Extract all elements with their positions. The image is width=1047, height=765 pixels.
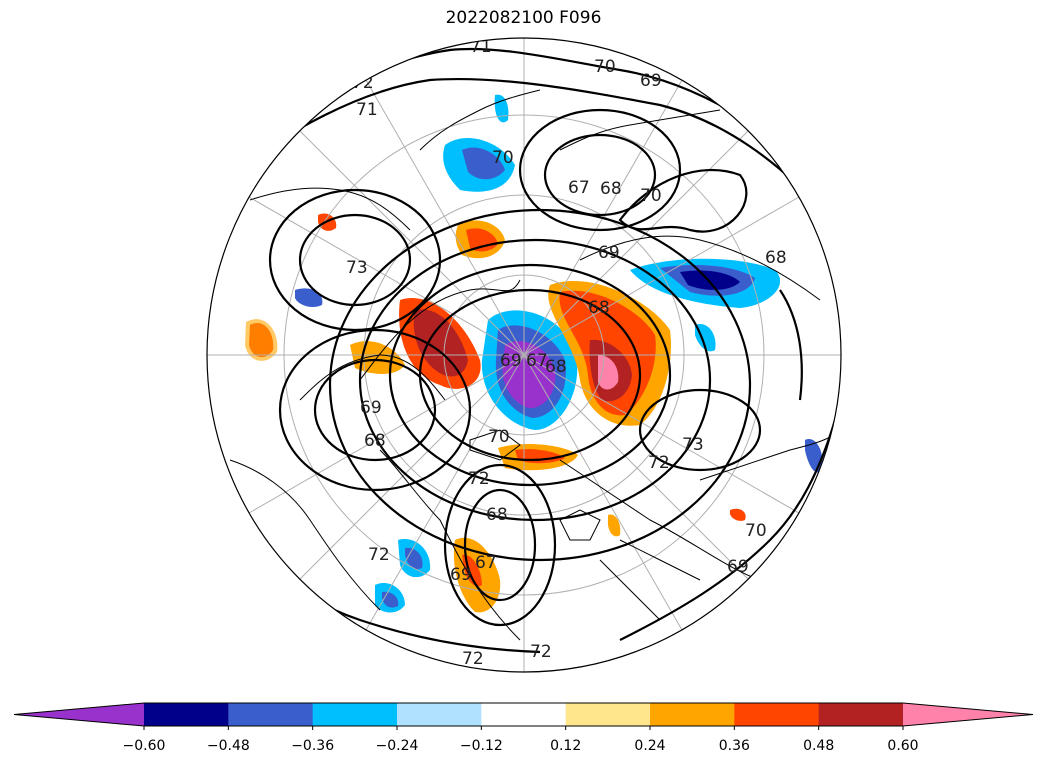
map-title: 2022082100 F096 xyxy=(445,8,602,28)
contour-label: 70 xyxy=(745,521,767,541)
contour-label: 68 xyxy=(545,357,567,377)
contour-label: 72 xyxy=(468,469,490,489)
colorbar-box xyxy=(312,703,398,726)
colorbar-tick-label: 0.24 xyxy=(634,738,665,754)
contour-label: 67 xyxy=(475,553,497,573)
contour-labels: 71 72 71 70 69 70 67 68 70 69 68 73 68 6… xyxy=(346,37,787,669)
colorbar-box xyxy=(481,703,567,726)
colorbar-box xyxy=(565,703,651,726)
anomaly-pos-pacific-fringe xyxy=(245,319,278,361)
colorbar-tick-label: 0.48 xyxy=(803,738,834,754)
contour-label: 68 xyxy=(486,505,508,525)
anomaly-neg-center-max xyxy=(502,341,556,409)
contour-label: 73 xyxy=(346,258,368,278)
colorbar-box xyxy=(144,703,229,726)
height-contours xyxy=(209,47,837,654)
colorbar-tick-label: −0.12 xyxy=(460,738,503,754)
contour-label: 69 xyxy=(500,351,522,371)
colorbar-tick-label: 0.12 xyxy=(550,738,581,754)
contour-label: 72 xyxy=(530,642,552,662)
contour-label: 69 xyxy=(360,398,382,418)
anomaly-neg-nw xyxy=(295,288,323,308)
anomaly-pos-europe xyxy=(607,514,621,537)
colorbar-tick-label: 0.36 xyxy=(719,738,750,754)
contour-label: 70 xyxy=(640,186,662,206)
colorbar-segments xyxy=(13,702,1034,727)
contour-label: 72 xyxy=(368,545,390,565)
anomaly-pos-mideast xyxy=(730,508,746,521)
contour-label: 68 xyxy=(588,298,610,318)
contour-label: 70 xyxy=(488,427,510,447)
contour-label: 69 xyxy=(450,565,472,585)
contour-label: 68 xyxy=(364,431,386,451)
anomaly-neg-east-max xyxy=(680,270,740,290)
colorbar-box xyxy=(734,703,820,726)
colorbar-box xyxy=(228,703,314,726)
coastlines xyxy=(229,89,841,641)
contour-label: 68 xyxy=(600,179,622,199)
colorbar-tick-label: −0.48 xyxy=(207,738,250,754)
colorbar-box xyxy=(818,703,904,726)
colorbar-tick-label: −0.60 xyxy=(123,738,166,754)
colorbar-tick-label: 0.60 xyxy=(887,738,918,754)
contour-label: 69 xyxy=(640,71,662,91)
colorbar-extend-max xyxy=(903,703,1033,726)
colorbar-ticks: −0.60 −0.48 −0.36 −0.24 −0.12 0.12 0.24 0.36 0.4… xyxy=(123,726,919,754)
map-boundary xyxy=(206,37,842,673)
contour-label: 68 xyxy=(765,248,787,268)
contour-label: 67 xyxy=(526,351,548,371)
contour-label: 69 xyxy=(598,243,620,263)
colorbar-extend-min xyxy=(14,703,144,726)
contour-label: 67 xyxy=(568,178,590,198)
contour-label: 71 xyxy=(356,100,378,120)
contour-label: 69 xyxy=(727,557,749,577)
colorbar-box xyxy=(397,703,482,726)
contour-label: 70 xyxy=(594,57,616,77)
anomaly-neg-atlantic-core xyxy=(405,547,423,570)
anomaly-neg-east-mid xyxy=(695,324,716,352)
contour-label: 72 xyxy=(648,453,670,473)
colorbar-tick-label: −0.36 xyxy=(291,738,334,754)
contour-label: 73 xyxy=(682,435,704,455)
colorbar-tick-label: −0.24 xyxy=(376,738,419,754)
graticule xyxy=(207,38,841,672)
anomaly-neg-north-core xyxy=(462,147,505,180)
anomaly-pos-west-core xyxy=(413,309,468,377)
contour-label: 72 xyxy=(462,649,484,669)
polar-map: 71 72 71 70 69 70 67 68 70 69 68 73 68 6… xyxy=(206,37,842,673)
contour-label: 71 xyxy=(470,37,492,57)
colorbar-box xyxy=(650,703,735,726)
anomaly-fill-layer xyxy=(245,94,823,613)
contour-label: 70 xyxy=(492,148,514,168)
